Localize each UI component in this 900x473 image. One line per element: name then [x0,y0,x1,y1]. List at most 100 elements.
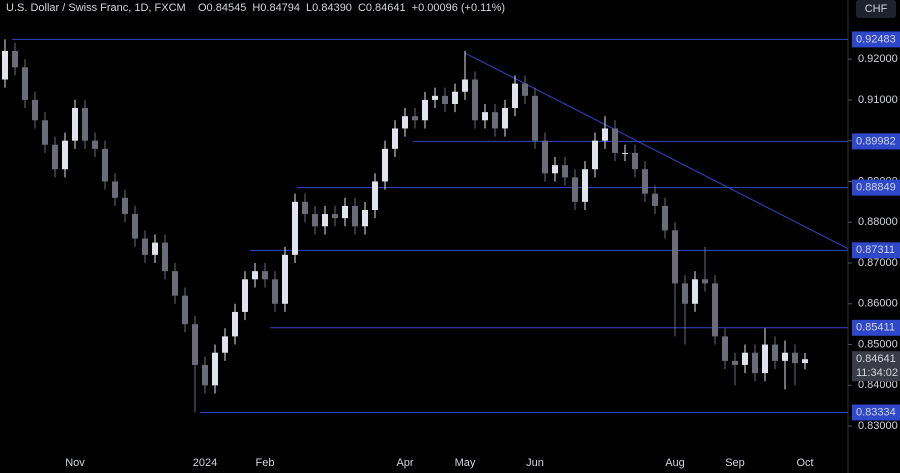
candle-body [152,242,158,255]
level-label: 0.87311 [856,244,895,256]
candle-body [632,152,638,170]
candle-body [712,283,718,337]
level-badge [852,31,900,48]
y-tick-label: 0.83000 [858,420,898,432]
candle-body [402,116,408,129]
candle-body [682,283,688,304]
ohlc-label: L0.84390 [306,2,352,14]
candle-body [422,99,428,121]
candle-body [652,193,658,206]
level-label: 0.83334 [856,406,896,418]
candle-body [372,181,378,210]
candle-body [642,169,648,194]
candle-body [192,324,198,365]
candle-body [622,152,628,154]
x-tick-label: Sep [725,457,745,469]
candle-body [742,352,748,365]
currency-button[interactable] [856,0,896,18]
candle-body [672,230,678,284]
candle-body [122,197,128,215]
candle-body [132,214,138,239]
last-price-label: 0.84641 [856,353,896,365]
x-tick-label: Jun [526,457,544,469]
candle-body [472,79,478,121]
candle-body [162,242,168,272]
candle-body [252,271,258,280]
candle-body [62,140,68,170]
candle-body [382,148,388,182]
candle-body [802,359,808,364]
level-badge [852,319,900,336]
candle-body [22,67,28,100]
level-badge [852,179,900,196]
y-tick-label: 0.86000 [858,298,898,310]
candle-body [352,205,358,227]
x-tick-label: Aug [665,457,685,469]
header: U.S. Dollar / Swiss Franc, 1D, FXCM [6,2,186,14]
candle-body [592,140,598,170]
candle-body [482,112,488,121]
candle-body [292,201,298,255]
level-badge [852,242,900,259]
candle-body [242,279,248,312]
candle-body [232,311,238,337]
candle-body [792,352,798,364]
y-tick-label: 0.92000 [858,53,898,65]
level-badge [852,133,900,150]
y-tick-label: 0.84000 [858,379,898,391]
candle-body [92,140,98,149]
trendline [464,52,849,250]
candle-body [612,128,618,153]
currency-label[interactable]: CHF [865,3,888,15]
candle-body [412,116,418,121]
candle-body [502,108,508,129]
candle-body [752,352,758,374]
y-tick-label: 0.88000 [858,216,898,228]
level-badge [852,404,900,421]
candle-body [272,279,278,304]
candle-body [572,177,578,202]
level-label: 0.85411 [856,322,895,334]
candle-body [662,205,668,231]
candle-body [702,279,708,284]
candle-body [202,364,208,386]
candle-body [452,91,458,104]
candle-body [442,95,448,104]
last-price-badge [852,351,900,382]
candle-body [222,336,228,353]
ohlc-label: H0.84794 [252,2,300,14]
candle-body [552,165,558,174]
candle-body [732,360,738,365]
y-tick-label: 0.85000 [858,338,898,350]
candle-body [362,209,368,227]
ohlc-label: C0.84641 [358,2,406,14]
x-tick-label: Feb [256,457,275,469]
candle-body [772,344,778,361]
candle-body [212,352,218,386]
x-tick-label: Apr [396,457,413,469]
candle-body [522,83,528,96]
candle-body [72,108,78,141]
y-tick-label: 0.91000 [858,94,898,106]
candle-body [562,165,568,178]
candle-body [782,352,788,361]
candle-body [692,279,698,304]
ohlc-label: O0.84545 [198,2,246,14]
candle-body [32,99,38,121]
candle-body [302,201,308,215]
change-label: +0.00096 (+0.11%) [412,2,505,14]
candle-body [322,214,328,227]
candle-body [582,169,588,202]
x-tick-label: Oct [796,457,813,469]
x-tick-label: Nov [65,457,85,469]
candle-body [332,214,338,219]
candle-body [182,295,188,325]
candle-body [722,336,728,361]
candle-body [52,144,58,170]
candle-body [392,128,398,149]
candle-body [102,148,108,182]
y-tick-label: 0.87000 [858,257,898,269]
level-label: 0.92483 [856,33,896,45]
